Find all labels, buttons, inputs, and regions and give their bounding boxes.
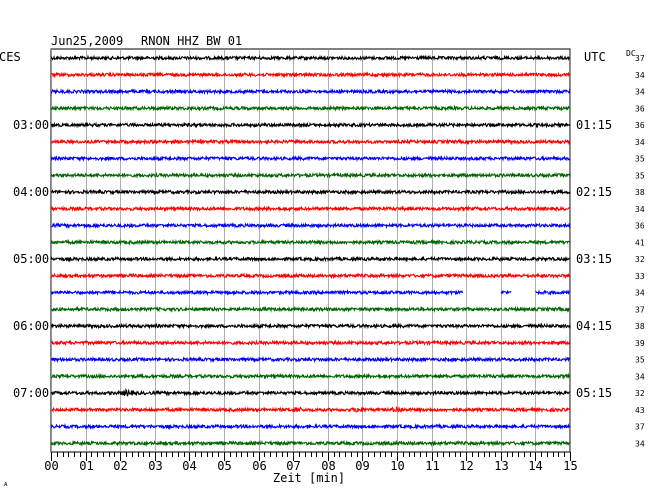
dc-offset-label: 34 bbox=[635, 88, 645, 97]
dc-offset-label: 38 bbox=[635, 322, 645, 331]
local-time-label: 05:00 bbox=[13, 252, 49, 266]
x-tick-label: 05 bbox=[217, 459, 231, 473]
seismic-trace bbox=[50, 238, 571, 246]
dc-offset-label: 37 bbox=[635, 54, 645, 63]
dc-offset-label: 36 bbox=[635, 104, 645, 113]
x-tick-label: 09 bbox=[355, 459, 369, 473]
x-axis-title: Zeit [min] bbox=[273, 471, 345, 485]
seismic-trace bbox=[50, 171, 571, 179]
seismic-trace bbox=[50, 305, 571, 313]
dc-offset-label: 34 bbox=[635, 205, 645, 214]
seismic-trace bbox=[50, 422, 571, 431]
dc-offset-label: 33 bbox=[635, 272, 645, 281]
seismic-trace bbox=[50, 121, 571, 129]
utc-time-label: 05:15 bbox=[576, 386, 612, 400]
local-time-label: 07:00 bbox=[13, 386, 49, 400]
seismic-trace bbox=[50, 71, 571, 79]
trace-group bbox=[50, 54, 571, 447]
dc-offset-label: 39 bbox=[635, 339, 645, 348]
dc-offset-label: 34 bbox=[635, 372, 645, 381]
dc-offset-label: 34 bbox=[635, 439, 645, 448]
seismic-trace bbox=[50, 322, 571, 330]
dc-offset-label: 43 bbox=[635, 406, 645, 415]
seismic-trace bbox=[50, 288, 571, 297]
x-tick-label: 08 bbox=[321, 459, 335, 473]
dc-offset-label: 41 bbox=[635, 238, 645, 247]
x-tick-label: 06 bbox=[252, 459, 266, 473]
dc-offset-label: 34 bbox=[635, 138, 645, 147]
seismic-trace bbox=[50, 54, 571, 62]
right-timezone-label: UTC bbox=[584, 50, 606, 64]
seismic-trace bbox=[50, 138, 571, 146]
dc-offset-label: 32 bbox=[635, 389, 645, 398]
seismic-trace bbox=[50, 372, 571, 380]
dc-offset-label: 35 bbox=[635, 171, 645, 180]
x-tick-label: 04 bbox=[182, 459, 196, 473]
chart-date: Jun25,2009 bbox=[51, 34, 123, 48]
dc-offset-label: 38 bbox=[635, 188, 645, 197]
dc-offset-label: 35 bbox=[635, 356, 645, 365]
chart-station: RNON HHZ BW 01 bbox=[141, 34, 242, 48]
dc-header-label: DC bbox=[626, 49, 636, 58]
dc-offset-label: 37 bbox=[635, 423, 645, 432]
seismic-trace bbox=[50, 387, 571, 397]
x-tick-label: 15 bbox=[563, 459, 577, 473]
left-timezone-label: CES bbox=[0, 50, 21, 64]
seismic-trace bbox=[50, 339, 571, 347]
local-time-label: 03:00 bbox=[13, 118, 49, 132]
seismic-trace bbox=[50, 439, 571, 447]
x-tick-label: 11 bbox=[425, 459, 439, 473]
seismic-trace bbox=[50, 221, 571, 230]
x-tick-label: 03 bbox=[148, 459, 162, 473]
dc-offset-label: 32 bbox=[635, 255, 645, 264]
x-tick-label: 07 bbox=[286, 459, 300, 473]
plot-frame bbox=[50, 48, 571, 453]
x-tick-label: 00 bbox=[44, 459, 58, 473]
footer-mark: ᴬ bbox=[3, 482, 8, 492]
seismic-trace bbox=[50, 205, 571, 213]
plot-grid bbox=[50, 48, 571, 461]
utc-time-label: 01:15 bbox=[576, 118, 612, 132]
seismic-trace bbox=[50, 255, 571, 263]
seismic-trace bbox=[50, 355, 571, 364]
seismic-trace bbox=[50, 154, 571, 163]
dc-offset-label: 35 bbox=[635, 155, 645, 164]
seismic-trace bbox=[50, 272, 571, 280]
seismic-trace bbox=[50, 405, 571, 414]
utc-time-label: 02:15 bbox=[576, 185, 612, 199]
utc-time-label: 03:15 bbox=[576, 252, 612, 266]
x-tick-label: 13 bbox=[494, 459, 508, 473]
x-tick-label: 14 bbox=[528, 459, 542, 473]
dc-offset-label: 34 bbox=[635, 71, 645, 80]
seismic-trace bbox=[50, 188, 571, 196]
local-time-label: 04:00 bbox=[13, 185, 49, 199]
x-tick-label: 01 bbox=[79, 459, 93, 473]
x-tick-label: 10 bbox=[390, 459, 404, 473]
dc-offset-label: 36 bbox=[635, 222, 645, 231]
dc-offset-label: 34 bbox=[635, 289, 645, 298]
x-tick-label: 02 bbox=[113, 459, 127, 473]
utc-time-label: 04:15 bbox=[576, 319, 612, 333]
label-group: 00 01 02 03 04 05 06 07 08 09 10 11 12 13 14 15 37 34 34 36… bbox=[13, 54, 645, 473]
dc-offset-label: 37 bbox=[635, 305, 645, 314]
x-tick-label: 12 bbox=[459, 459, 473, 473]
seismic-trace bbox=[50, 87, 571, 96]
seismic-trace bbox=[50, 104, 571, 112]
local-time-label: 06:00 bbox=[13, 319, 49, 333]
dc-offset-label: 36 bbox=[635, 121, 645, 130]
